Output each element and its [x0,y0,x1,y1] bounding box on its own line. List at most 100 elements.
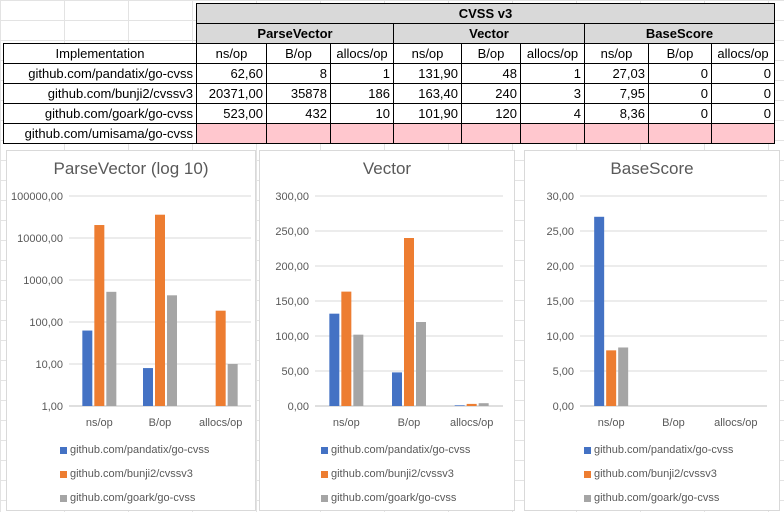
legend-label: github.com/pandatix/go-cvss [70,444,210,456]
value-cell[interactable]: 120 [461,103,521,124]
bar[interactable] [466,403,477,406]
value-cell[interactable]: 0 [648,83,712,104]
bar[interactable] [416,322,426,406]
x-tick-label: allocs/op [199,417,242,429]
value-cell[interactable]: 4 [520,103,585,124]
legend-label: github.com/bunji2/cvssv3 [594,468,717,480]
legend-swatch [584,446,591,454]
metric-header[interactable]: B/op [461,43,521,64]
bar[interactable] [594,216,605,406]
legend-entry: github.com/bunji2/cvssv3 [60,462,209,486]
value-cell[interactable]: 20371,00 [196,83,267,104]
value-cell[interactable]: 186 [330,83,394,104]
empty-highlight-cell[interactable] [266,123,331,144]
metric-header[interactable]: allocs/op [330,43,394,64]
bar[interactable] [143,368,153,406]
value-cell[interactable]: 0 [711,83,775,104]
value-cell[interactable]: 62,60 [196,63,267,84]
bar[interactable] [606,350,617,406]
value-cell[interactable]: 35878 [266,83,331,104]
metric-header-row: Implementation ns/op B/op allocs/op ns/o… [3,43,775,64]
value-cell[interactable]: 48 [461,63,521,84]
empty-highlight-cell[interactable] [196,123,267,144]
empty-highlight-cell[interactable] [711,123,775,144]
chart-plot-parsevector: 1,00 10,00 100,00 1000,00 10000,00 100000,00 n… [11,191,251,429]
metric-header[interactable]: ns/op [196,43,267,64]
metric-header[interactable]: allocs/op [711,43,775,64]
bar[interactable] [454,405,465,406]
legend-label: github.com/goark/go-cvss [594,492,720,504]
metric-header[interactable]: allocs/op [520,43,585,64]
value-cell[interactable]: 7,95 [584,83,649,104]
bar[interactable] [215,310,226,406]
legend-swatch [60,470,67,478]
bar[interactable] [82,330,93,406]
metric-header[interactable]: B/op [266,43,331,64]
chart-plot-basescore: 0,00 5,00 10,00 15,00 20,00 25,00 30,00 ns/op B/… [546,191,767,429]
group-header-vector[interactable]: Vector [393,23,585,44]
table-row: github.com/umisama/go-cvss [3,123,775,144]
cvss-header-cell[interactable]: CVSS v3 [196,3,775,24]
value-cell[interactable]: 523,00 [196,103,267,124]
value-cell[interactable]: 131,90 [393,63,462,84]
value-cell[interactable]: 10 [330,103,394,124]
implementation-header[interactable]: Implementation [3,43,197,64]
value-cell[interactable]: 432 [266,103,331,124]
empty-highlight-cell[interactable] [393,123,462,144]
bar[interactable] [94,225,105,406]
bar[interactable] [329,313,340,406]
empty-highlight-cell[interactable] [648,123,712,144]
bar[interactable] [106,291,117,406]
empty-highlight-cell[interactable] [330,123,394,144]
value-cell[interactable]: 1 [330,63,394,84]
impl-name-cell[interactable]: github.com/umisama/go-cvss [3,123,197,144]
value-cell[interactable]: 8 [266,63,331,84]
empty-highlight-cell[interactable] [584,123,649,144]
bar[interactable] [155,214,165,406]
legend-swatch [584,470,591,478]
chart-vector[interactable]: Vector 0,00 50,00 100,00 150,00 200,00 250,00… [259,150,515,511]
y-tick-label: 1,00 [42,401,63,413]
bar[interactable] [341,291,352,406]
value-cell[interactable]: 101,90 [393,103,462,124]
group-header-basescore[interactable]: BaseScore [584,23,775,44]
bar[interactable] [478,403,489,406]
bar[interactable] [404,238,414,406]
chart-basescore[interactable]: BaseScore 0,00 5,00 10,00 15,00 20,00 25,00 30… [524,150,780,511]
value-cell[interactable]: 8,36 [584,103,649,124]
value-cell[interactable]: 0 [648,63,712,84]
impl-name-cell[interactable]: github.com/goark/go-cvss [3,103,197,124]
bar[interactable] [618,347,629,406]
group-header-row: ParseVector Vector BaseScore [4,23,775,44]
value-cell[interactable]: 163,40 [393,83,462,104]
chart-legend: github.com/pandatix/go-cvss github.com/b… [60,438,209,510]
bar[interactable] [167,295,177,406]
group-header-parsevector[interactable]: ParseVector [196,23,394,44]
bar[interactable] [353,334,364,406]
metric-header[interactable]: ns/op [584,43,649,64]
chart-parsevector[interactable]: ParseVector (log 10) 1,00 10,00 100,00 1000… [6,150,256,511]
value-cell[interactable]: 0 [711,103,775,124]
legend-label: github.com/pandatix/go-cvss [331,444,471,456]
empty-highlight-cell[interactable] [461,123,521,144]
blank-cell [4,24,197,44]
value-cell[interactable]: 1 [520,63,585,84]
metric-header[interactable]: B/op [648,43,712,64]
y-tick-label: 300,00 [275,191,309,203]
impl-name-cell[interactable]: github.com/pandatix/go-cvss [3,63,197,84]
empty-highlight-cell[interactable] [520,123,585,144]
value-cell[interactable]: 0 [648,103,712,124]
value-cell[interactable]: 240 [461,83,521,104]
bar[interactable] [392,372,402,406]
bar[interactable] [227,364,238,406]
value-cell[interactable]: 3 [520,83,585,104]
value-cell[interactable]: 27,03 [584,63,649,84]
metric-header[interactable]: ns/op [393,43,462,64]
legend-label: github.com/bunji2/cvssv3 [70,468,193,480]
chart-legend: github.com/pandatix/go-cvss github.com/b… [584,438,733,510]
value-cell[interactable]: 0 [711,63,775,84]
y-tick-label: 250,00 [275,226,309,238]
y-tick-label: 0,00 [553,401,574,413]
legend-swatch [60,446,67,454]
impl-name-cell[interactable]: github.com/bunji2/cvssv3 [3,83,197,104]
